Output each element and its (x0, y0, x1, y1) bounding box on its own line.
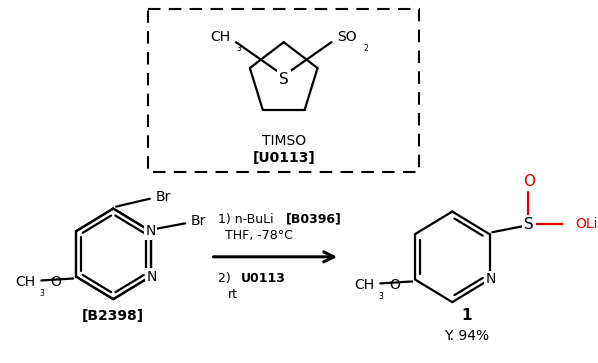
Text: 1) n-BuLi: 1) n-BuLi (218, 213, 278, 226)
Text: $_2$: $_2$ (364, 42, 370, 54)
Text: S: S (524, 217, 534, 232)
Text: S: S (279, 72, 289, 87)
Text: [B2398]: [B2398] (82, 309, 144, 323)
Text: TIMSO: TIMSO (262, 134, 306, 148)
Text: [U0113]: [U0113] (252, 151, 315, 166)
Text: SO: SO (337, 30, 357, 44)
Text: N: N (147, 269, 157, 284)
Text: O: O (51, 276, 62, 289)
Text: CH: CH (355, 278, 375, 292)
Text: Br: Br (191, 215, 206, 228)
Text: THF, -78°C: THF, -78°C (225, 229, 292, 242)
Text: 2): 2) (218, 272, 235, 285)
Text: U0113: U0113 (240, 272, 285, 285)
Text: $_3$: $_3$ (39, 287, 46, 300)
Text: Br: Br (155, 190, 171, 204)
Text: N: N (145, 224, 155, 238)
Text: $_3$: $_3$ (379, 290, 385, 303)
Text: 1: 1 (461, 309, 472, 323)
Text: $_3$: $_3$ (236, 42, 242, 54)
Text: O: O (523, 174, 535, 188)
Text: rt: rt (227, 288, 237, 301)
Text: N: N (486, 273, 496, 286)
Text: CH: CH (210, 30, 230, 44)
Text: O: O (390, 278, 401, 292)
Text: CH: CH (16, 276, 36, 289)
Text: Y. 94%: Y. 94% (444, 329, 489, 343)
Text: [B0396]: [B0396] (286, 213, 341, 226)
Text: OLi: OLi (575, 217, 597, 231)
